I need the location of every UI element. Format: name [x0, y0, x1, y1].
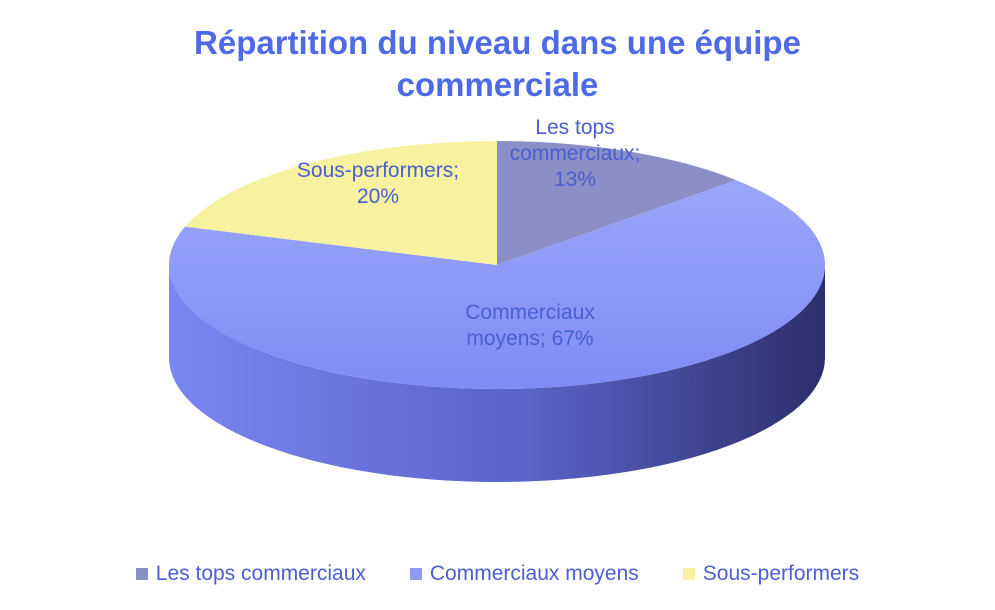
legend-item-tops: Les tops commerciaux [135, 562, 366, 586]
legend-label-sous: Sous-performers [702, 562, 860, 585]
data-label-1: Commerciaux moyens; 67% [465, 301, 595, 350]
pie-side-wall [169, 265, 825, 482]
pie-side-surface [169, 265, 825, 482]
chart-title: Répartition du niveau dans une équipe co… [194, 24, 801, 103]
legend-label-moyens: Commerciaux moyens [429, 562, 639, 585]
pie-slice-les-tops-commerciaux [497, 141, 737, 265]
data-label-0: Les tops commerciaux; 13% [510, 116, 641, 191]
legend-label-tops: Les tops commerciaux [155, 562, 366, 585]
legend-swatch-moyens [409, 568, 422, 580]
data-label-2: Sous-performers; 20% [297, 159, 459, 208]
pie-slice-commerciaux-moyens [168, 180, 826, 389]
legend-item-moyens: Commerciaux moyens [409, 562, 639, 586]
legend-swatch-sous [682, 568, 695, 580]
pie-slice-sous-performers [185, 141, 497, 265]
legend-item-sous: Sous-performers [682, 562, 860, 586]
legend-swatch-tops [135, 568, 148, 580]
legend: Les tops commerciaux Commerciaux moyens … [0, 562, 995, 586]
